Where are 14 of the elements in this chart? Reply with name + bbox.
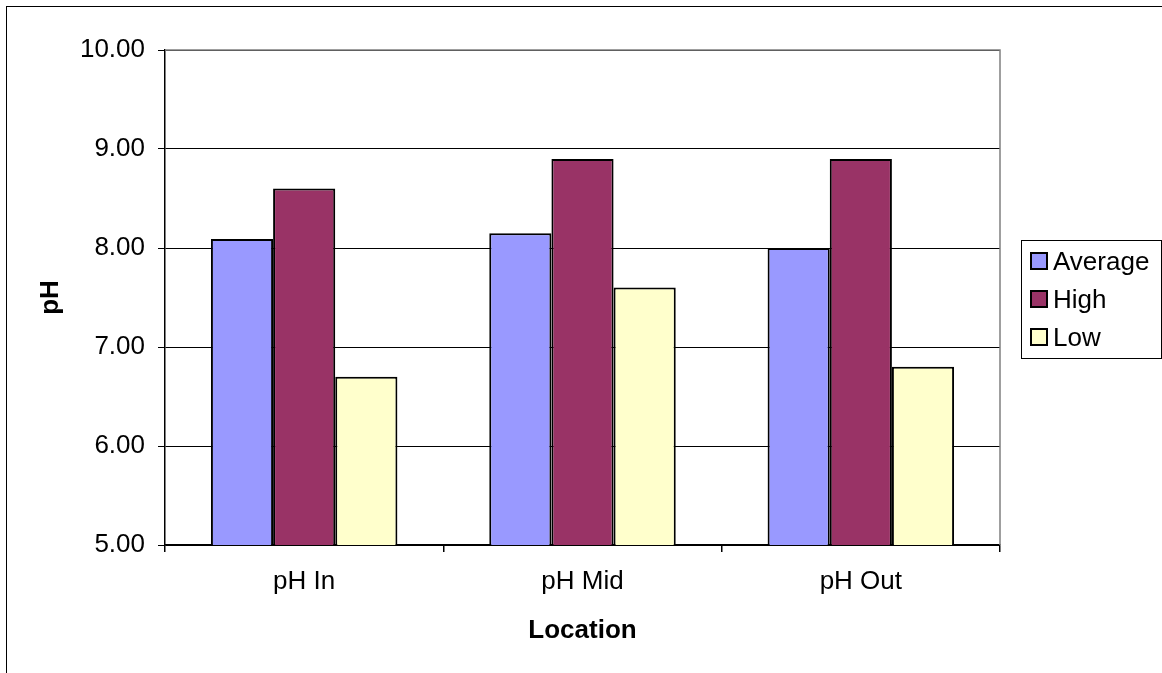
x-axis-title: Location [528,613,637,644]
y-tick-label: 6.00 [94,429,145,460]
x-tick-label: pH In [273,564,336,595]
y-tick-label: 8.00 [94,231,145,262]
y-tick-label: 7.00 [94,330,145,361]
x-tick-label: pH Out [819,564,903,595]
legend-label: Average [1053,245,1150,276]
y-tick-label: 10.00 [79,33,145,64]
legend-label: High [1053,283,1107,314]
x-tick-label: pH Mid [541,564,624,595]
legend-label: Low [1053,321,1101,352]
y-tick-label: 9.00 [94,132,145,163]
y-axis-title: pH [33,280,64,315]
y-tick-label: 5.00 [94,528,145,559]
